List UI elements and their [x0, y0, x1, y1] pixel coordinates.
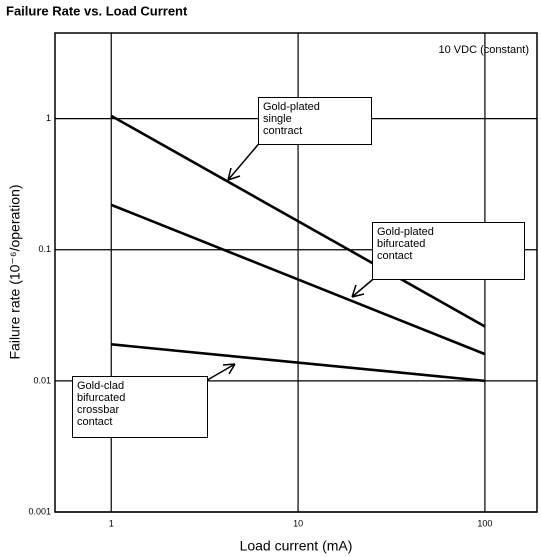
- arrow: [228, 140, 262, 180]
- callout-box: Gold-plated single contract: [258, 97, 372, 145]
- x-tick-label: 1: [109, 518, 114, 528]
- arrow: [204, 364, 235, 382]
- callout-box: Gold-plated bifurcated contact: [372, 222, 525, 280]
- y-tick-label: 1: [46, 113, 51, 123]
- x-tick-label: 10: [293, 518, 303, 528]
- page: Failure Rate vs. Load Current 10 VDC (co…: [0, 0, 541, 557]
- y-tick-label: 0.001: [28, 506, 51, 516]
- chart-title: Failure Rate vs. Load Current: [6, 3, 188, 18]
- y-tick-label: 0.01: [33, 375, 51, 385]
- y-axis-label: Failure rate (10⁻⁶/operation): [7, 184, 23, 359]
- y-tick-label: 0.1: [38, 244, 51, 254]
- x-axis-label: Load current (mA): [240, 538, 353, 554]
- annotation: 10 VDC (constant): [439, 44, 529, 56]
- callout-box: Gold-clad bifurcated crossbar contact: [72, 376, 208, 438]
- callout-arrows: [204, 140, 378, 382]
- x-tick-label: 100: [477, 518, 492, 528]
